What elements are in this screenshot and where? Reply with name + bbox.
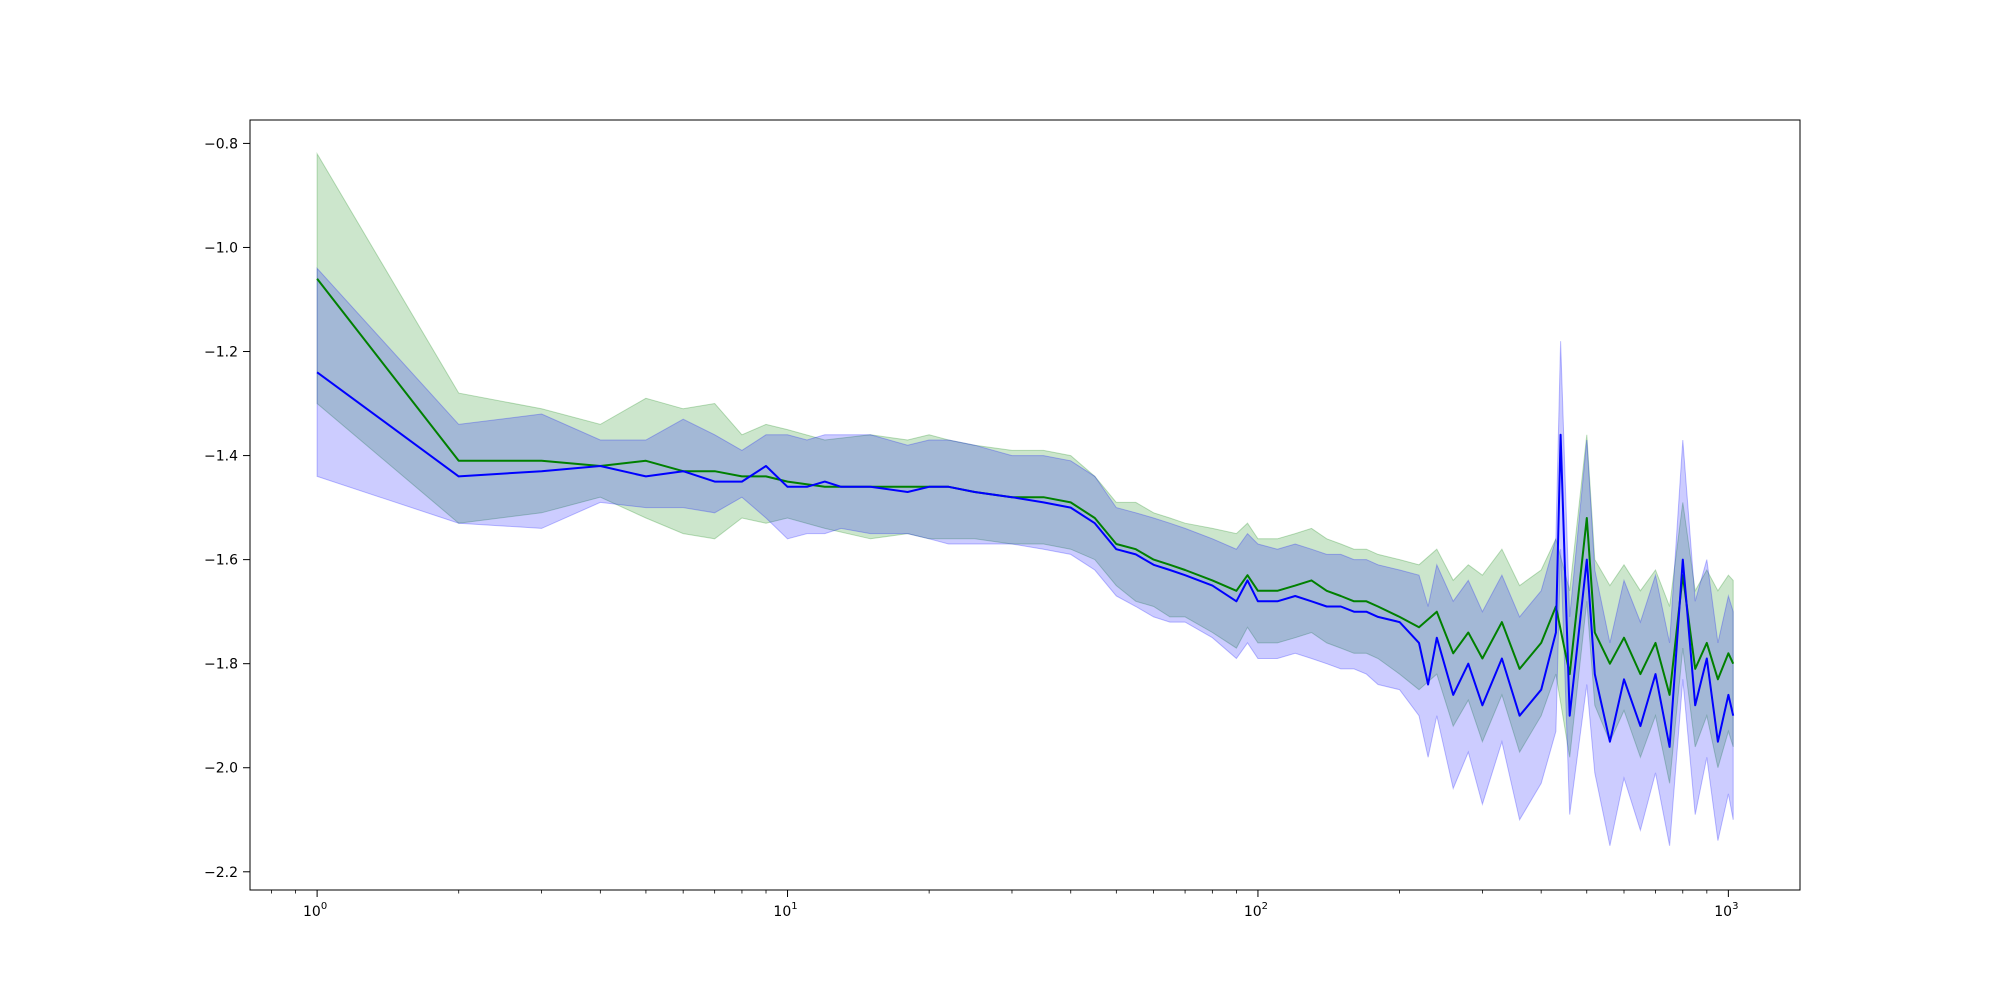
y-tick-label: −1.6: [204, 553, 238, 569]
series-lines: [316, 278, 1735, 748]
x-tick-label: 103: [1714, 901, 1738, 920]
y-tick-label: −2.0: [204, 761, 238, 777]
y-tick-label: −1.0: [204, 240, 238, 256]
y-tick-label: −1.4: [204, 449, 238, 465]
y-axis: −0.8 −1.0 −1.2 −1.4 −1.6 −1.8 −2.0 −2.2: [204, 136, 250, 881]
x-tick-label: 102: [1244, 901, 1268, 920]
y-tick-label: −1.2: [204, 345, 238, 361]
series-line-1: [316, 278, 1735, 696]
y-tick-label: −1.8: [204, 657, 238, 673]
series-band-2: [316, 267, 1734, 846]
series-band-1: [316, 151, 1734, 784]
series-line-2: [316, 371, 1735, 748]
plot-frame: [249, 119, 1801, 891]
y-tick-label: −2.2: [204, 865, 238, 881]
y-tick-label: −0.8: [204, 136, 238, 152]
confidence-bands: [316, 151, 1734, 846]
x-tick-label: 100: [303, 901, 327, 920]
x-axis: 100 101 102 103: [271, 890, 1738, 920]
x-tick-label: 101: [773, 901, 797, 920]
